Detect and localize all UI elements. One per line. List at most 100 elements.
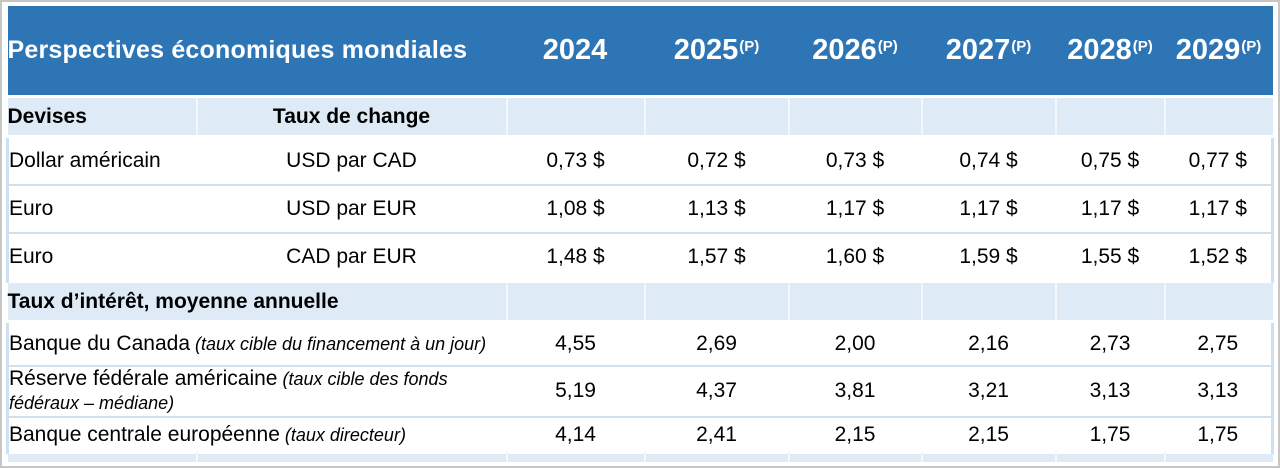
year-superscript: (P) — [739, 38, 760, 56]
value-cell: 1,17 $ — [921, 184, 1056, 234]
strip-cell — [644, 451, 790, 462]
section-empty-cell — [644, 280, 790, 324]
year-superscript: (P) — [1011, 38, 1032, 56]
value-cell: 5,19 — [506, 365, 645, 417]
measure-cell: USD par CAD — [196, 136, 507, 186]
value-cell: 1,48 $ — [506, 232, 645, 282]
section-subheader-taux-de-change: Taux de change — [196, 95, 508, 139]
table-row-usd-cad: Dollar américain USD par CAD 0,73 $ 0,72… — [6, 136, 1274, 186]
value-cell: 1,08 $ — [506, 184, 645, 234]
value-cell: 1,59 $ — [921, 232, 1056, 282]
year-superscript: (P) — [1241, 38, 1262, 56]
value-cell: 4,14 — [506, 415, 645, 453]
measure-cell: CAD par EUR — [196, 232, 507, 282]
strip-cell — [7, 451, 198, 462]
value-cell: 3,13 — [1164, 365, 1274, 417]
value-cell: 2,73 — [1055, 321, 1165, 367]
entity-cell: Banque centrale européenne (taux directeu… — [5, 415, 507, 453]
year-header-2029: 2029(P) — [1164, 6, 1273, 97]
value-cell: 1,55 $ — [1055, 232, 1165, 282]
value-cell: 0,77 $ — [1164, 136, 1274, 186]
section-empty-cell — [1055, 280, 1166, 324]
year-label: 2026 — [812, 34, 877, 67]
year-header-2026: 2026(P) — [788, 6, 922, 97]
year-label: 2029 — [1175, 34, 1241, 67]
value-cell: 4,37 — [644, 365, 789, 417]
value-cell: 0,72 $ — [644, 136, 789, 186]
entity-cell: Euro — [6, 232, 197, 282]
section-empty-cell — [1164, 280, 1273, 324]
entity-cell: Réserve fédérale américaine (taux cible d… — [5, 365, 507, 417]
entity-detail: (taux cible du financement à un jour) — [195, 334, 487, 355]
section-empty-cell — [506, 280, 646, 324]
section-header-devises: Devises — [7, 95, 198, 139]
value-cell: 0,74 $ — [921, 136, 1056, 186]
entity-label: Banque centrale européenne — [9, 422, 280, 446]
entity-cell: Dollar américain — [6, 136, 197, 186]
section-empty-cell — [788, 280, 923, 324]
value-cell: 2,15 — [921, 415, 1056, 453]
value-cell: 1,17 $ — [1164, 184, 1274, 234]
year-superscript: (P) — [1132, 38, 1153, 56]
table-row-reserve-federale: Réserve fédérale américaine (taux cible d… — [5, 365, 1274, 417]
section-empty-cell — [921, 280, 1057, 324]
strip-cell — [788, 451, 923, 462]
value-cell: 0,73 $ — [506, 136, 645, 186]
year-header-2028: 2028(P) — [1055, 6, 1165, 97]
table-row-banque-du-canada: Banque du Canada (taux cible du financeme… — [5, 321, 1274, 367]
strip-cell — [506, 451, 646, 462]
value-cell: 2,16 — [921, 321, 1056, 367]
section-empty-cell — [1055, 95, 1166, 139]
year-header-2024: 2024 — [506, 6, 645, 97]
value-cell: 3,13 — [1055, 365, 1165, 417]
year-superscript: (P) — [877, 38, 898, 56]
section-empty-cell — [644, 95, 790, 139]
header-row: Perspectives économiques mondiales 2024 … — [7, 6, 1273, 97]
year-header-2025: 2025(P) — [644, 6, 789, 97]
year-label: 2025 — [673, 34, 739, 67]
value-cell: 0,73 $ — [788, 136, 922, 186]
year-header-2027: 2027(P) — [921, 6, 1056, 97]
strip-cell — [921, 451, 1057, 462]
entity-cell: Euro — [6, 184, 197, 234]
year-label: 2027 — [945, 34, 1011, 67]
value-cell: 1,13 $ — [644, 184, 789, 234]
value-cell: 1,75 — [1055, 415, 1165, 453]
strip-cell — [1055, 451, 1166, 462]
table-row-usd-eur: Euro USD par EUR 1,08 $ 1,13 $ 1,17 $ 1,… — [6, 184, 1274, 234]
table-row-cad-eur: Euro CAD par EUR 1,48 $ 1,57 $ 1,60 $ 1,… — [6, 232, 1274, 282]
year-label: 2028 — [1067, 34, 1132, 67]
value-cell: 1,57 $ — [644, 232, 789, 282]
value-cell: 4,55 — [506, 321, 645, 367]
table-title: Perspectives économiques mondiales — [7, 6, 507, 97]
entity-label: Réserve fédérale américaine — [9, 367, 278, 391]
year-label: 2024 — [542, 34, 608, 67]
value-cell: 1,60 $ — [788, 232, 922, 282]
table-bottom-strip — [7, 451, 1273, 462]
value-cell: 2,69 — [644, 321, 789, 367]
value-cell: 3,21 — [921, 365, 1056, 417]
section-empty-cell — [1164, 95, 1273, 139]
economic-outlook-table: Perspectives économiques mondiales 2024 … — [5, 6, 1274, 462]
value-cell: 1,17 $ — [1055, 184, 1165, 234]
section-header-taux-interet: Taux d’intérêt, moyenne annuelle — [7, 280, 508, 324]
value-cell: 2,75 — [1164, 321, 1274, 367]
entity-label: Banque du Canada — [9, 332, 190, 356]
table-row-banque-centrale-europeenne: Banque centrale européenne (taux directeu… — [5, 415, 1274, 453]
value-cell: 2,41 — [644, 415, 789, 453]
measure-cell: USD par EUR — [196, 184, 507, 234]
value-cell: 3,81 — [788, 365, 922, 417]
value-cell: 0,75 $ — [1055, 136, 1165, 186]
value-cell: 1,17 $ — [788, 184, 922, 234]
section-row-devises: Devises Taux de change — [7, 95, 1273, 139]
section-empty-cell — [506, 95, 646, 139]
section-empty-cell — [921, 95, 1057, 139]
entity-detail: (taux cible des fonds fédéraux – médiane… — [9, 369, 448, 414]
section-empty-cell — [788, 95, 923, 139]
value-cell: 1,52 $ — [1164, 232, 1274, 282]
value-cell: 2,00 — [788, 321, 922, 367]
entity-cell: Banque du Canada (taux cible du financeme… — [5, 321, 507, 367]
section-row-taux-interet: Taux d’intérêt, moyenne annuelle — [7, 280, 1273, 324]
strip-cell — [196, 451, 508, 462]
